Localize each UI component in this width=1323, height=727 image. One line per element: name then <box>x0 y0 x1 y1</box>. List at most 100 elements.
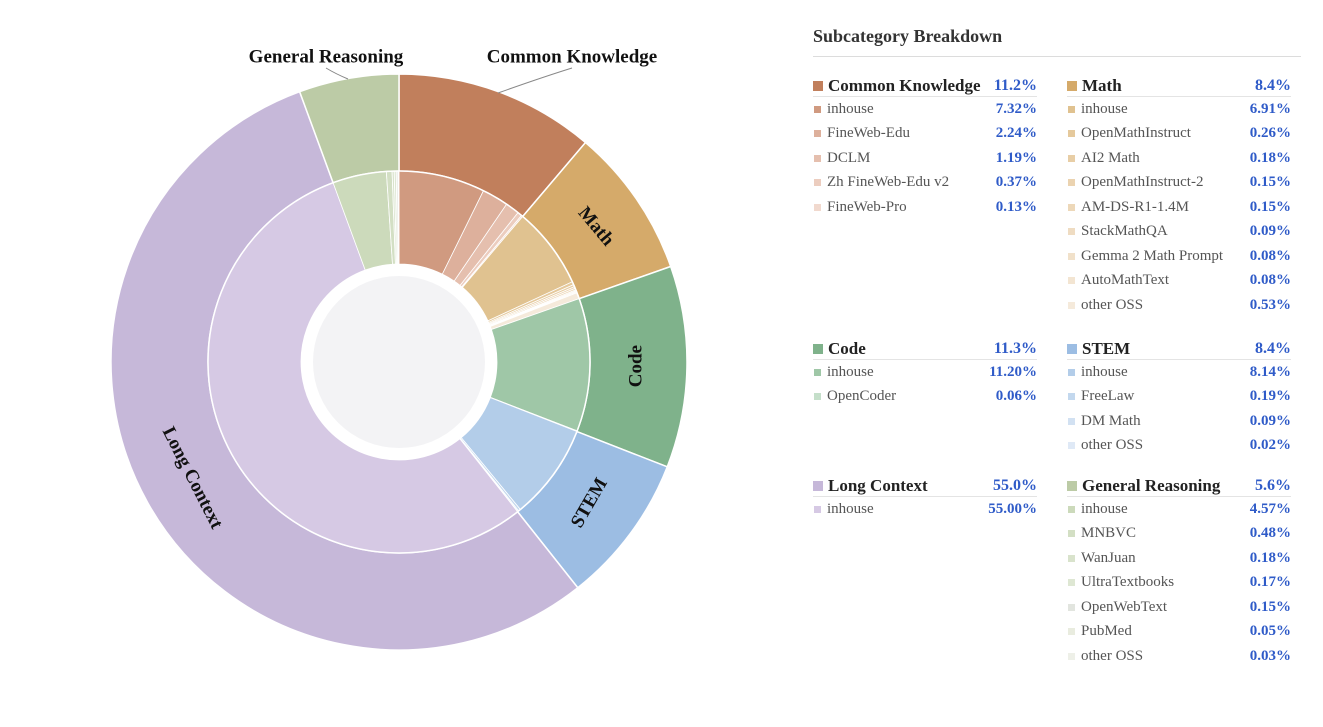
item-name: inhouse <box>827 500 874 517</box>
subcategory-row: MNBVC 0.48% <box>1067 522 1291 547</box>
item-swatch <box>814 130 821 138</box>
group-percent: 8.4% <box>1255 339 1291 357</box>
item-swatch <box>1068 228 1075 236</box>
subcategory-row: AM-DS-R1-1.4M 0.15% <box>1067 195 1291 220</box>
item-name: UltraTextbooks <box>1081 574 1175 591</box>
item-percent: 0.09% <box>1249 223 1291 240</box>
item-name: FineWeb-Pro <box>827 198 907 215</box>
item-swatch <box>1068 277 1075 285</box>
inner-ring <box>207 170 591 554</box>
group-percent: 8.4% <box>1255 76 1291 94</box>
group-header: Math 8.4% <box>1067 75 1291 97</box>
group-name: Long Context <box>828 475 928 495</box>
subcategory-row: other OSS 0.03% <box>1067 644 1291 669</box>
item-percent: 0.13% <box>995 198 1037 215</box>
label-common-knowledge: Common Knowledge <box>487 46 657 67</box>
item-swatch <box>1068 579 1075 587</box>
outer-ring <box>110 73 688 651</box>
subcategory-row: inhouse 55.00% <box>813 497 1037 522</box>
item-percent: 0.37% <box>995 174 1037 191</box>
group-percent: 5.6% <box>1255 476 1291 494</box>
item-percent: 0.15% <box>1249 198 1291 215</box>
subcategory-row: Zh FineWeb-Edu v2 0.37% <box>813 171 1037 196</box>
subcategory-row: inhouse 8.14% <box>1067 360 1291 385</box>
item-swatch <box>1068 368 1075 376</box>
group-math: Math 8.4% inhouse 6.91% OpenMathInstruct 0.26… <box>1067 75 1291 338</box>
item-percent: 0.15% <box>1249 598 1291 615</box>
item-swatch <box>1068 554 1075 562</box>
center-disc <box>313 276 485 448</box>
item-name: inhouse <box>1081 500 1128 517</box>
item-percent: 0.26% <box>1249 125 1291 142</box>
subcategory-row: UltraTextbooks 0.17% <box>1067 571 1291 596</box>
item-swatch <box>1068 252 1075 260</box>
breakdown-title: Subcategory Breakdown <box>813 26 1301 57</box>
item-percent: 11.20% <box>989 363 1037 380</box>
item-name: AM-DS-R1-1.4M <box>1081 198 1189 215</box>
group-header: General Reasoning 5.6% <box>1067 475 1291 497</box>
leader-line-common-knowledge <box>497 67 573 94</box>
subcategory-row: DM Math 0.09% <box>1067 409 1291 434</box>
label-code: Code <box>625 345 646 387</box>
subcategory-row: FineWeb-Edu 2.24% <box>813 122 1037 147</box>
item-swatch <box>814 393 821 401</box>
subcategory-row: OpenMathInstruct 0.26% <box>1067 122 1291 147</box>
group-header: Common Knowledge 11.2% <box>813 75 1037 97</box>
subcategory-row: other OSS 0.02% <box>1067 434 1291 459</box>
subcategory-row: inhouse 4.57% <box>1067 497 1291 522</box>
item-percent: 0.08% <box>1249 247 1291 264</box>
subcategory-row: AutoMathText 0.08% <box>1067 269 1291 294</box>
subcategory-row: OpenMathInstruct-2 0.15% <box>1067 171 1291 196</box>
item-name: OpenMathInstruct-2 <box>1081 174 1204 191</box>
item-percent: 0.18% <box>1249 549 1291 566</box>
item-name: WanJuan <box>1081 549 1136 566</box>
group-header: STEM 8.4% <box>1067 338 1291 360</box>
item-swatch <box>1068 530 1075 538</box>
item-percent: 0.03% <box>1249 647 1291 664</box>
item-swatch <box>814 368 821 376</box>
item-name: FineWeb-Edu <box>827 125 910 142</box>
group-stem: STEM 8.4% inhouse 8.14% FreeLaw 0.19% DM Math 0… <box>1067 338 1291 475</box>
subcategory-row: DCLM 1.19% <box>813 146 1037 171</box>
item-percent: 2.24% <box>995 125 1037 142</box>
item-swatch <box>1068 105 1075 113</box>
item-percent: 0.19% <box>1249 388 1291 405</box>
ring-separator <box>207 170 591 554</box>
leader-line-general-reasoning <box>325 67 349 80</box>
item-swatch <box>1068 154 1075 162</box>
item-name: inhouse <box>827 100 874 117</box>
item-name: inhouse <box>827 363 874 380</box>
group-name: STEM <box>1082 338 1131 358</box>
group-name: Common Knowledge <box>828 75 981 95</box>
item-name: inhouse <box>1081 363 1128 380</box>
subcategory-row: OpenCoder 0.06% <box>813 385 1037 410</box>
subcategory-row: AI2 Math 0.18% <box>1067 146 1291 171</box>
item-name: FreeLaw <box>1081 388 1135 405</box>
item-swatch <box>1068 628 1075 636</box>
subcategory-row: inhouse 11.20% <box>813 360 1037 385</box>
item-swatch <box>1068 505 1075 513</box>
item-percent: 1.19% <box>995 149 1037 166</box>
item-swatch <box>1068 603 1075 611</box>
subcategory-row: other OSS 0.53% <box>1067 293 1291 318</box>
group-swatch <box>813 343 823 354</box>
group-long-context: Long Context 55.0% inhouse 55.00% <box>813 475 1037 665</box>
item-percent: 8.14% <box>1249 363 1291 380</box>
item-swatch <box>1068 301 1075 309</box>
item-swatch <box>1068 203 1075 211</box>
item-percent: 0.48% <box>1249 525 1291 542</box>
group-general-reasoning: General Reasoning 5.6% inhouse 4.57% MNBVC 0.… <box>1067 475 1291 665</box>
group-swatch <box>1067 480 1077 491</box>
item-name: AI2 Math <box>1081 149 1140 166</box>
item-swatch <box>1068 179 1075 187</box>
item-name: Gemma 2 Math Prompt <box>1081 247 1224 264</box>
item-percent: 4.57% <box>1249 500 1291 517</box>
item-percent: 0.05% <box>1249 623 1291 640</box>
item-name: MNBVC <box>1081 525 1137 542</box>
group-swatch <box>1067 343 1077 354</box>
group-swatch <box>813 80 823 91</box>
item-percent: 0.53% <box>1249 296 1291 313</box>
subcategory-row: Gemma 2 Math Prompt 0.08% <box>1067 244 1291 269</box>
group-common-knowledge: Common Knowledge 11.2% inhouse 7.32% FineWeb… <box>813 75 1037 338</box>
